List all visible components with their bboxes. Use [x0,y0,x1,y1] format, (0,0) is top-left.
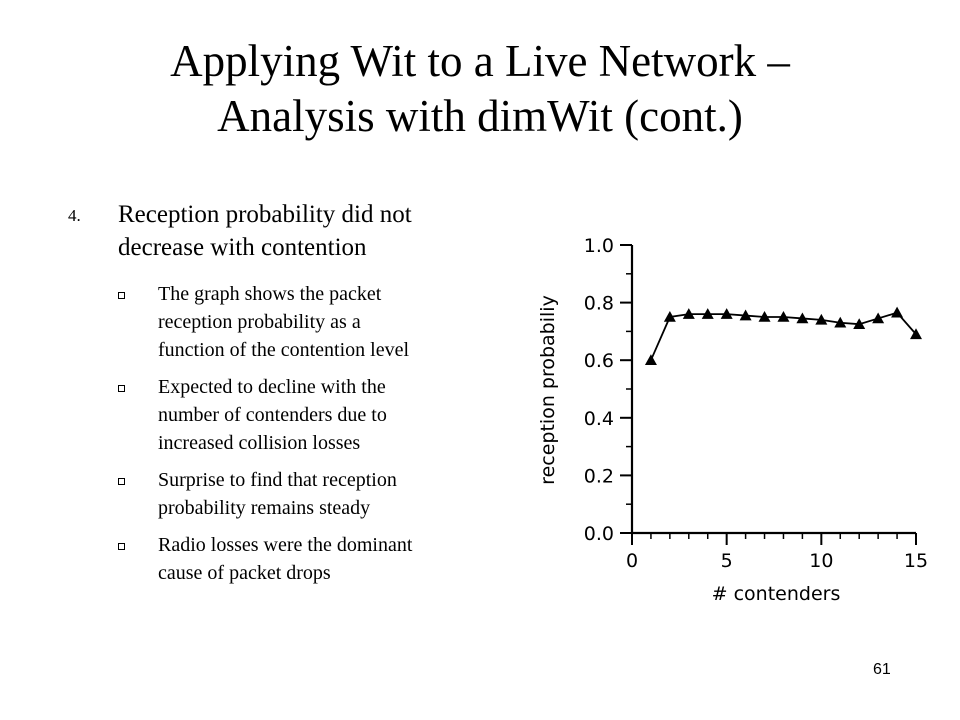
y-tick-label: 0.8 [584,293,614,315]
bullet-line: Expected to decline with the [158,376,386,398]
data-point-marker [815,313,828,325]
bullet-line: increased collision losses [158,432,361,454]
title-line-1: Applying Wit to a Live Network – [170,36,790,86]
y-tick-label: 0.6 [584,350,614,372]
y-tick-label: 0.4 [584,408,614,430]
bullet-list: The graph shows the packet reception pro… [118,280,513,596]
bullet-item: Expected to decline with the number of c… [118,373,513,457]
data-point-marker [777,311,790,322]
point-text: Reception probability did not decrease w… [118,198,518,264]
bullet-line: The graph shows the packet [158,283,382,305]
square-bullet-icon [118,478,125,485]
data-point-marker [796,312,809,324]
bullet-line: function of the contention level [158,339,410,361]
slide-title: Applying Wit to a Live Network – Analysi… [0,34,960,144]
bullet-line: Radio losses were the dominant [158,534,413,556]
square-bullet-icon [118,385,125,392]
bullet-line: number of contenders due to [158,404,387,426]
data-point-marker [644,354,657,365]
x-tick-label: 5 [721,550,733,572]
data-point-marker [910,328,922,340]
x-tick-label: 0 [626,550,638,572]
data-point-marker [739,309,752,321]
data-point-marker [720,308,733,319]
data-point-marker [682,308,695,319]
y-tick-label: 0.2 [584,465,614,487]
data-point-marker [853,318,866,329]
bullet-item: Radio losses were the dominant cause of … [118,531,513,587]
x-tick-label: 10 [809,550,833,572]
point-line-1: Reception probability did not [118,201,412,228]
bullet-line: probability remains steady [158,497,371,519]
point-line-2: decrease with contention [118,234,367,261]
bullet-item: Surprise to find that reception probabil… [118,466,513,522]
y-axis-label: reception probabiliy [537,295,559,485]
bullet-line: reception probability as a [158,311,361,333]
data-point-marker [663,311,676,322]
x-axis-label: # contenders [712,583,841,605]
square-bullet-icon [118,292,125,299]
square-bullet-icon [118,543,125,550]
reception-probability-chart: reception probabiliy # contenders 0.0 0.2… [537,235,928,605]
data-point-marker [891,306,904,318]
x-tick-label: 15 [904,550,928,572]
y-tick-label: 0.0 [584,523,614,545]
data-point-marker [758,311,771,322]
bullet-item: The graph shows the packet reception pro… [118,280,513,364]
bullet-line: Surprise to find that reception [158,469,397,491]
y-tick-label: 1.0 [584,235,614,257]
title-line-2: Analysis with dimWit (cont.) [217,91,743,141]
data-point-marker [834,316,847,328]
bullet-line: cause of packet drops [158,562,331,584]
page-number: 61 [873,661,891,678]
data-point-marker [872,312,885,324]
data-point-marker [701,308,714,319]
point-number: 4. [68,206,81,225]
